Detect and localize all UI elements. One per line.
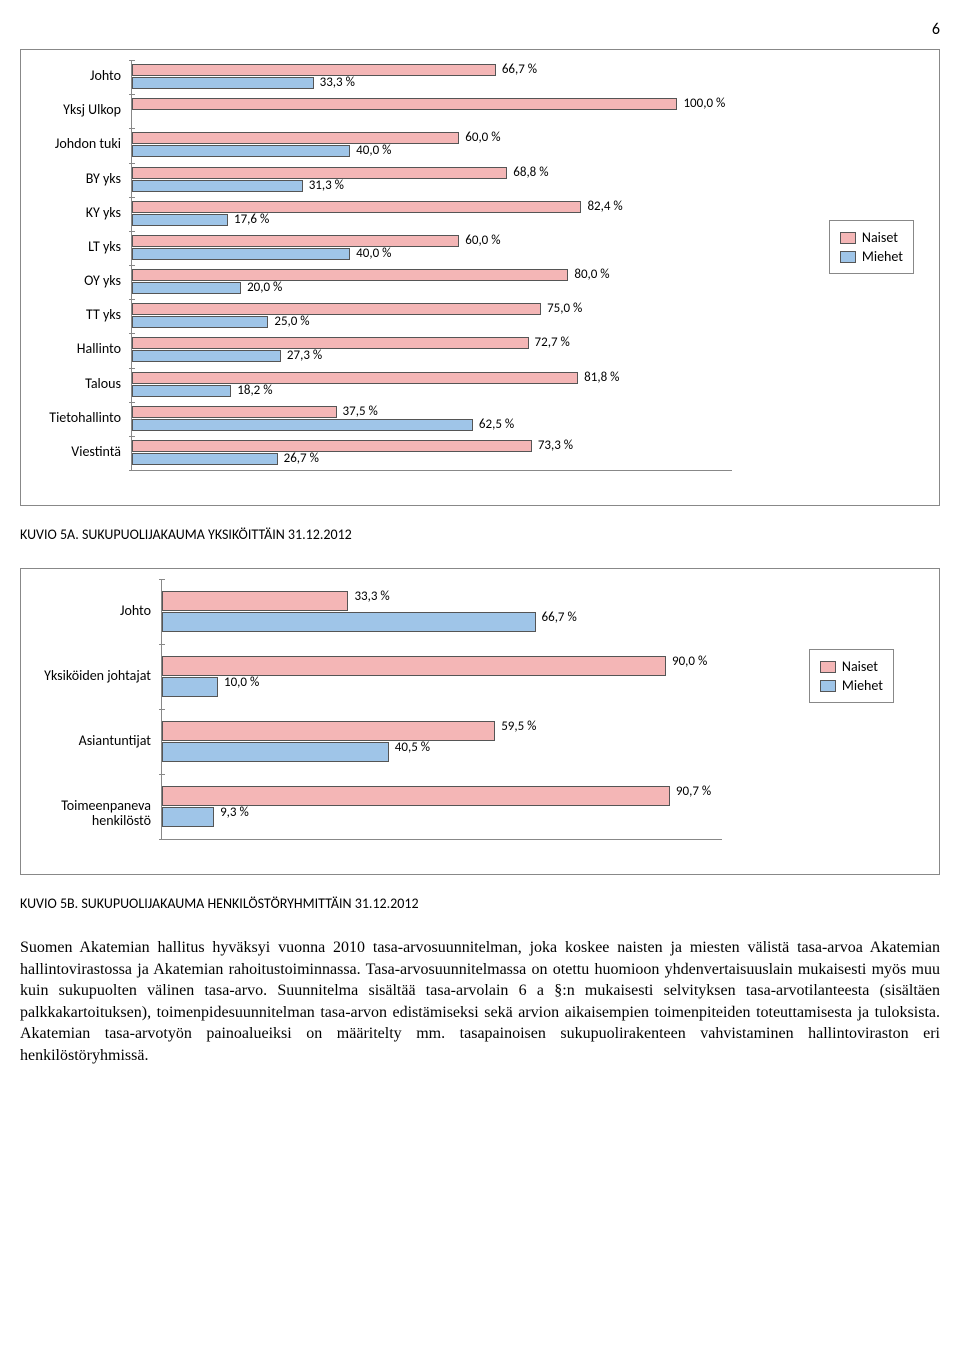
category-label: Viestintä: [21, 444, 121, 459]
value-label-miehet: 40,0 %: [356, 143, 391, 158]
value-label-naiset: 37,5 %: [343, 404, 378, 419]
bar-naiset: [162, 656, 666, 676]
bar-miehet: [132, 453, 278, 465]
value-label-miehet: 31,3 %: [309, 178, 344, 193]
chart-5b: 33,3 % 66,7 % 90,0 % 10,0 % 59,5 % 40,5 % 90,7…: [20, 568, 940, 875]
value-label-naiset: 75,0 %: [547, 301, 582, 316]
body-paragraph: Suomen Akatemian hallitus hyväksyi vuonn…: [20, 937, 940, 1067]
bar-naiset: [162, 786, 670, 806]
swatch-miehet: [840, 251, 856, 263]
value-label-miehet: 27,3 %: [287, 348, 322, 363]
bar-miehet: [132, 419, 473, 431]
swatch-naiset: [820, 661, 836, 673]
value-label-miehet: 40,5 %: [395, 740, 430, 755]
bar-miehet: [132, 77, 314, 89]
value-label-miehet: 66,7 %: [542, 610, 577, 625]
value-label-miehet: 26,7 %: [284, 451, 319, 466]
swatch-naiset: [840, 232, 856, 244]
category-label: Talous: [21, 376, 121, 391]
legend-miehet: Miehet: [820, 677, 883, 694]
category-label: BY yks: [21, 171, 121, 186]
value-label-miehet: 40,0 %: [356, 246, 391, 261]
caption-5b: KUVIO 5B. SUKUPUOLIJAKAUMA HENKILÖSTÖRYH…: [20, 895, 940, 912]
bar-naiset: [132, 337, 529, 349]
legend-miehet-label: Miehet: [842, 677, 883, 694]
page-number: 6: [20, 20, 940, 39]
value-label-naiset: 100,0 %: [683, 96, 725, 111]
swatch-miehet: [820, 680, 836, 692]
chart-5b-plot: 33,3 % 66,7 % 90,0 % 10,0 % 59,5 % 40,5 % 90,7…: [161, 579, 722, 840]
bar-miehet: [132, 145, 350, 157]
value-label-miehet: 20,0 %: [247, 280, 282, 295]
category-label: Hallinto: [21, 341, 121, 356]
value-label-naiset: 73,3 %: [538, 438, 573, 453]
category-label: Toimeenpaneva henkilöstö: [21, 798, 151, 829]
value-label-naiset: 66,7 %: [502, 62, 537, 77]
category-label: TT yks: [21, 307, 121, 322]
value-label-naiset: 82,4 %: [587, 199, 622, 214]
bar-naiset: [132, 372, 578, 384]
legend-miehet: Miehet: [840, 248, 903, 265]
value-label-miehet: 62,5 %: [479, 417, 514, 432]
bar-miehet: [132, 385, 231, 397]
chart-5a: 66,7 % 33,3 % 100,0 % 60,0 % 40,0 % 68,8 % 31,…: [20, 49, 940, 506]
caption-5a: KUVIO 5A. SUKUPUOLIJAKAUMA YKSIKÖITTÄIN …: [20, 526, 940, 543]
bar-naiset: [132, 440, 532, 452]
value-label-naiset: 68,8 %: [513, 165, 548, 180]
bar-naiset: [132, 269, 568, 281]
value-label-naiset: 72,7 %: [535, 335, 570, 350]
bar-miehet: [162, 807, 214, 827]
value-label-naiset: 60,0 %: [465, 233, 500, 248]
category-label: LT yks: [21, 239, 121, 254]
bar-miehet: [162, 742, 389, 762]
legend-naiset-label: Naiset: [862, 229, 898, 246]
bar-miehet: [162, 612, 536, 632]
value-label-naiset: 60,0 %: [465, 130, 500, 145]
value-label-miehet: 9,3 %: [220, 805, 249, 820]
bar-naiset: [132, 132, 459, 144]
bar-naiset: [162, 591, 348, 611]
chart-5b-legend: Naiset Miehet: [809, 649, 894, 703]
category-label: Tietohallinto: [21, 410, 121, 425]
bar-naiset: [132, 64, 496, 76]
category-label: Yksiköiden johtajat: [21, 668, 151, 683]
bar-miehet: [132, 248, 350, 260]
category-label: Johto: [21, 68, 121, 83]
value-label-naiset: 80,0 %: [574, 267, 609, 282]
bar-naiset: [132, 201, 581, 213]
bar-naiset: [132, 235, 459, 247]
value-label-miehet: 25,0 %: [274, 314, 309, 329]
legend-naiset: Naiset: [820, 658, 883, 675]
value-label-miehet: 10,0 %: [224, 675, 259, 690]
bar-naiset: [132, 303, 541, 315]
value-label-naiset: 59,5 %: [501, 719, 536, 734]
bar-miehet: [162, 677, 218, 697]
value-label-naiset: 90,7 %: [676, 784, 711, 799]
bar-naiset: [162, 721, 495, 741]
chart-5a-legend: Naiset Miehet: [829, 220, 914, 274]
value-label-miehet: 18,2 %: [237, 383, 272, 398]
bar-miehet: [132, 350, 281, 362]
category-label: Johdon tuki: [21, 136, 121, 151]
category-label: Yksj Ulkop: [21, 102, 121, 117]
bar-miehet: [132, 214, 228, 226]
value-label-naiset: 81,8 %: [584, 370, 619, 385]
bar-naiset: [132, 98, 677, 110]
bar-naiset: [132, 406, 337, 418]
legend-naiset-label: Naiset: [842, 658, 878, 675]
bar-miehet: [132, 180, 303, 192]
legend-miehet-label: Miehet: [862, 248, 903, 265]
category-label: KY yks: [21, 205, 121, 220]
category-label: Asiantuntijat: [21, 733, 151, 748]
category-label: OY yks: [21, 273, 121, 288]
value-label-miehet: 17,6 %: [234, 212, 269, 227]
value-label-miehet: 33,3 %: [320, 75, 355, 90]
bar-miehet: [132, 316, 268, 328]
category-label: Johto: [21, 603, 151, 618]
bar-miehet: [132, 282, 241, 294]
value-label-naiset: 90,0 %: [672, 654, 707, 669]
chart-5a-plot: 66,7 % 33,3 % 100,0 % 60,0 % 40,0 % 68,8 % 31,…: [131, 60, 732, 471]
legend-naiset: Naiset: [840, 229, 903, 246]
value-label-naiset: 33,3 %: [354, 589, 389, 604]
